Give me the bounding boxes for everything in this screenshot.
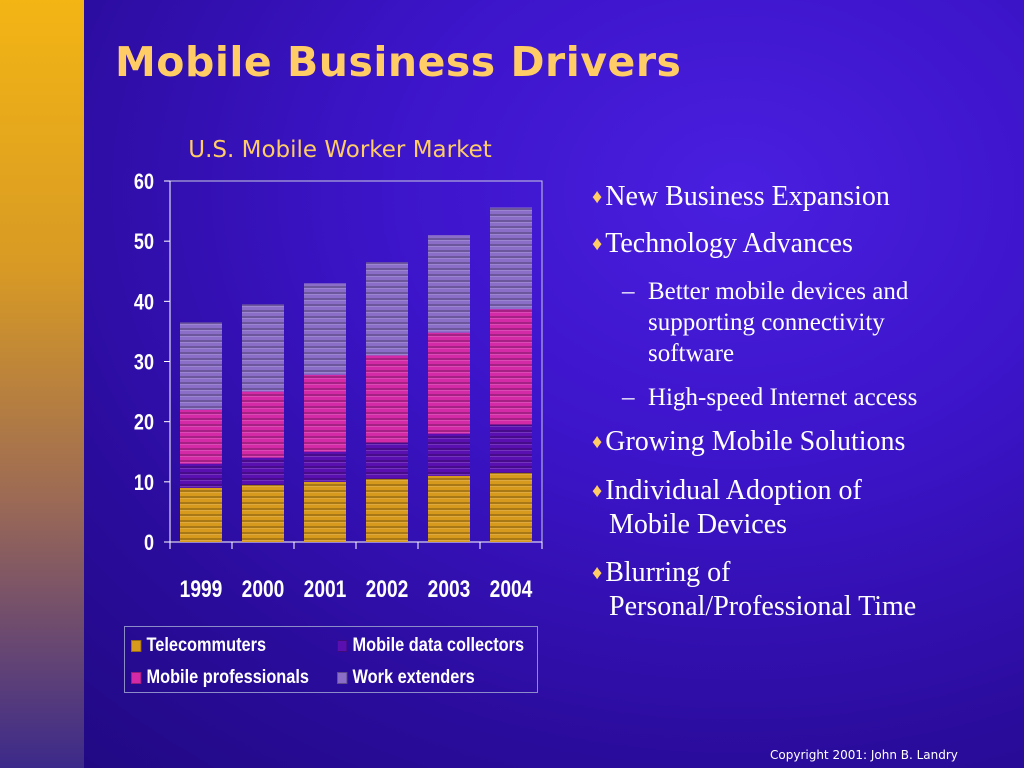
x-tick-label: 2004 [490,575,533,603]
diamond-bullet-icon: ♦ [592,562,603,584]
bullet-text: High-speed Internet access [648,384,918,411]
x-tick-label: 2000 [242,575,285,603]
y-tick-label: 40 [134,291,154,315]
bar-mobile-professionals-2001 [304,374,346,452]
bar-mobile-data-collectors-2003 [428,433,470,476]
legend-entry-work-extenders: Work extenders [337,667,475,689]
bullet-text: Personal/Professional Time [609,591,917,622]
legend-label: Telecommuters [146,635,267,656]
bullet-text: supporting connectivity [648,309,885,336]
bullet-text: Growing Mobile Solutions [605,426,906,457]
bar-mobile-professionals-2004 [490,309,532,425]
bar-mobile-data-collectors-2004 [490,424,532,473]
bullet-text: software [648,340,735,367]
bullet-text: Better mobile devices and [648,278,909,305]
diamond-bullet-icon: ♦ [592,186,603,208]
bullet-text: Technology Advances [605,228,853,259]
legend-label: Work extenders [352,667,475,688]
legend-label: Mobile professionals [146,667,310,688]
dash-bullet-icon: – [622,278,635,305]
x-tick-label: 1999 [180,575,223,603]
chart-title: U.S. Mobile Worker Market [188,137,492,163]
left-accent-band [0,0,84,768]
bar-telecommuters-2001 [304,481,346,542]
bar-mobile-professionals-1999 [180,409,222,464]
diamond-bullet-icon: ♦ [592,431,603,453]
bar-telecommuters-2004 [490,472,532,542]
sub-bullet-item: – Better mobile devices and supporting con… [622,276,908,369]
bullet-text: Blurring of [605,557,731,588]
legend-swatch [337,640,348,652]
bullet-item: ♦ Individual Adoption of Mobile Devices [592,474,862,542]
bar-work-extenders-1999 [180,322,222,410]
bar-mobile-data-collectors-2000 [242,457,284,485]
bar-work-extenders-2004 [490,207,532,310]
bar-telecommuters-2000 [242,484,284,542]
dash-bullet-icon: – [622,384,635,411]
bar-mobile-professionals-2002 [366,355,408,443]
y-tick-label: 20 [134,411,154,435]
bullet-text: Individual Adoption of [605,475,862,506]
sub-bullet-item: – High-speed Internet access [622,382,917,413]
x-tick-label: 2002 [366,575,409,603]
bullet-item: ♦ Growing Mobile Solutions [592,425,905,459]
y-tick-label: 10 [134,471,154,495]
slide-title: Mobile Business Drivers [115,38,682,86]
x-tick-label: 2003 [428,575,471,603]
bar-mobile-data-collectors-2002 [366,442,408,479]
y-tick-label: 50 [134,231,154,255]
legend-swatch [337,672,348,684]
x-tick-label: 2001 [304,575,347,603]
bar-mobile-professionals-2000 [242,391,284,458]
legend-label: Mobile data collectors [352,635,525,656]
bullet-item: ♦ Technology Advances [592,227,853,261]
bar-work-extenders-2003 [428,235,470,333]
bar-mobile-professionals-2003 [428,332,470,434]
legend-entry-telecommuters: Telecommuters [131,635,266,657]
bullet-item: ♦ New Business Expansion [592,180,890,214]
bar-work-extenders-2002 [366,262,408,356]
legend-entry-mobile-professionals: Mobile professionals [131,667,309,689]
bar-telecommuters-1999 [180,487,222,542]
bar-telecommuters-2002 [366,478,408,542]
y-tick-label: 30 [134,351,154,375]
bar-mobile-data-collectors-1999 [180,463,222,488]
bullet-text: Mobile Devices [609,509,788,540]
diamond-bullet-icon: ♦ [592,480,603,502]
bullet-text: New Business Expansion [605,181,890,212]
bar-work-extenders-2000 [242,304,284,392]
bar-mobile-data-collectors-2001 [304,451,346,482]
y-tick-label: 0 [144,531,154,555]
bar-telecommuters-2003 [428,475,470,542]
legend-entry-mobile-data-collectors: Mobile data collectors [337,635,524,657]
bar-work-extenders-2001 [304,283,346,375]
y-tick-label: 60 [134,170,154,194]
bullet-item: ♦ Blurring of Personal/Professional Time [592,556,916,624]
diamond-bullet-icon: ♦ [592,233,603,255]
legend-swatch [131,640,142,652]
legend-swatch [131,672,142,684]
chart-legend: Telecommuters Mobile data collectors Mobil… [124,626,538,693]
copyright-text: Copyright 2001: John B. Landry [770,748,958,762]
plot-area [169,180,543,543]
